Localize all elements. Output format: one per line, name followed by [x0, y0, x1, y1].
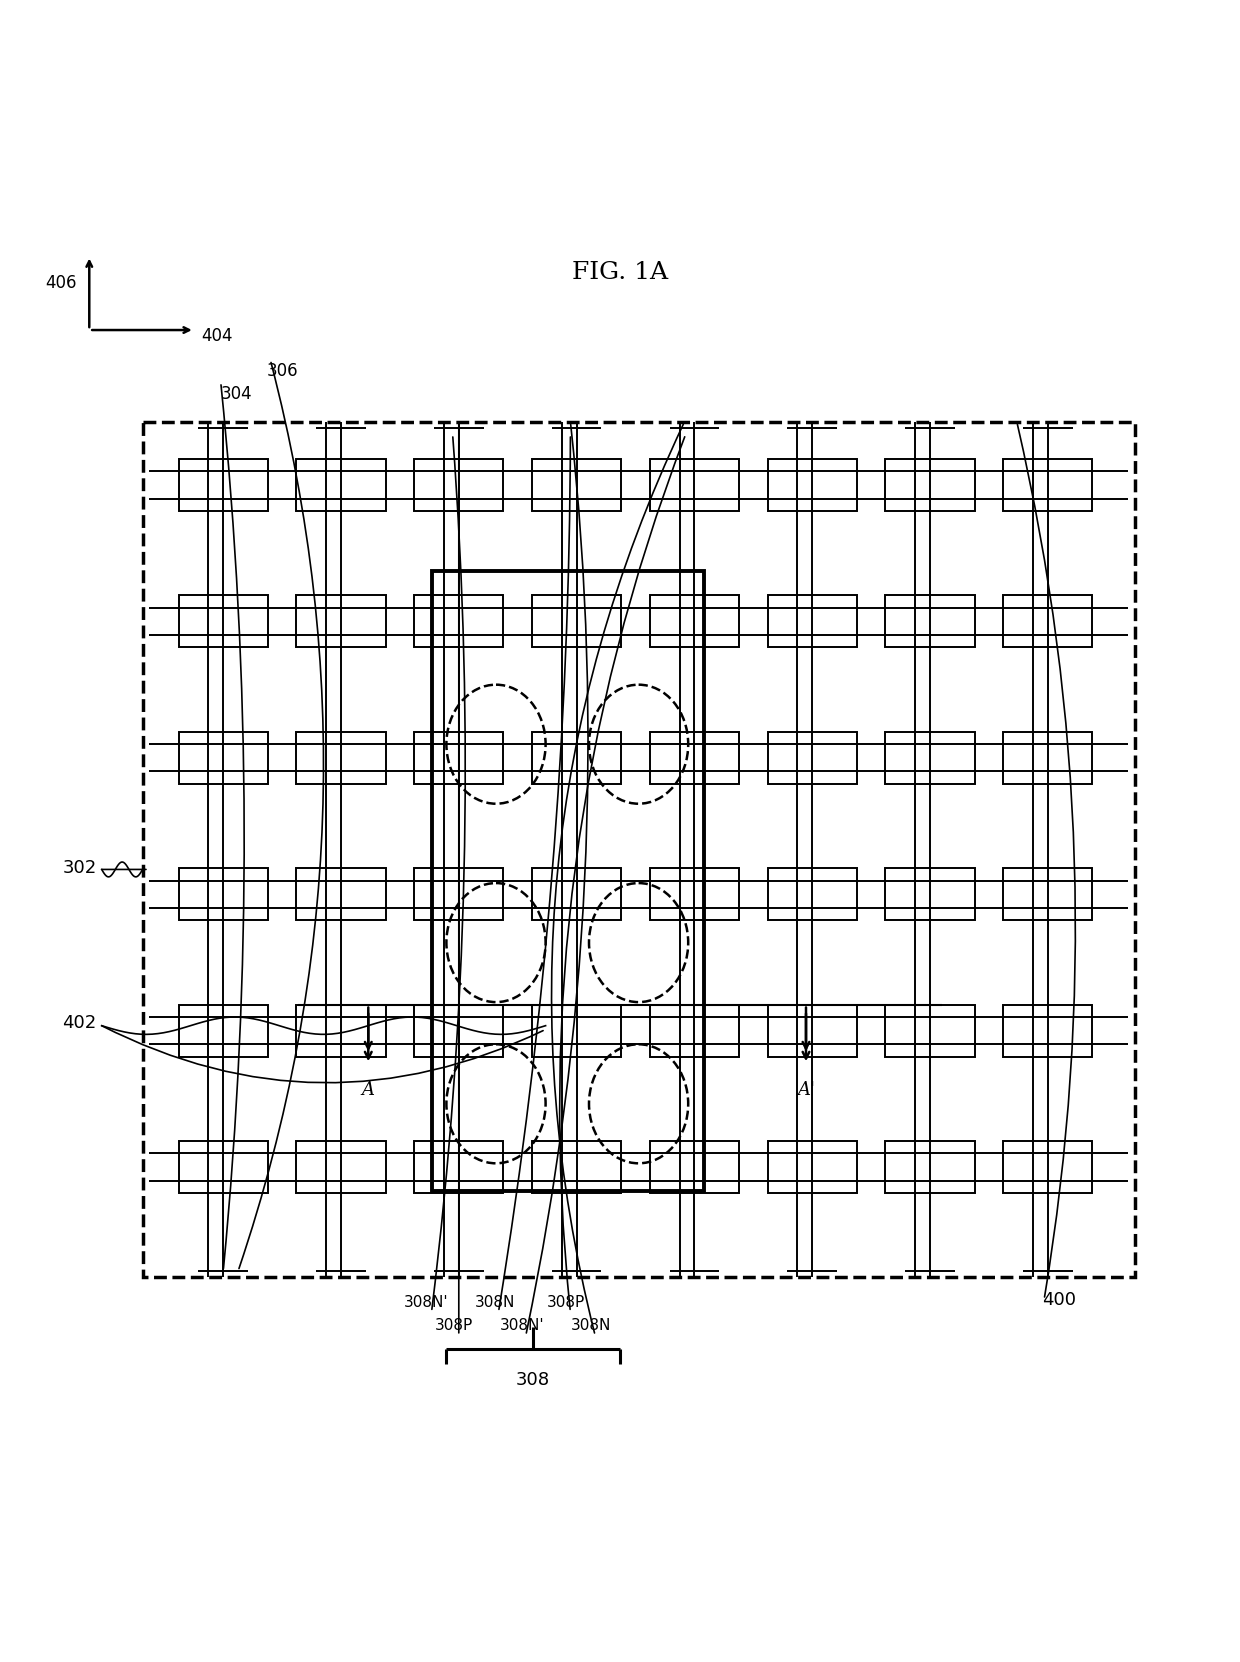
Bar	[532, 868, 621, 921]
Bar	[768, 731, 857, 784]
Bar	[296, 459, 386, 512]
Text: 308: 308	[516, 1371, 551, 1389]
Text: 302: 302	[62, 859, 97, 878]
Bar	[179, 868, 268, 921]
Bar	[768, 1142, 857, 1193]
Bar	[296, 595, 386, 648]
Bar	[650, 1004, 739, 1057]
Bar	[885, 595, 975, 648]
Bar	[414, 1004, 503, 1057]
Bar	[650, 459, 739, 512]
Bar	[768, 1004, 857, 1057]
Text: 308N: 308N	[572, 1318, 611, 1333]
Bar	[414, 459, 503, 512]
Bar	[179, 459, 268, 512]
Bar	[885, 868, 975, 921]
Text: FIG. 1A: FIG. 1A	[572, 261, 668, 284]
Text: 406: 406	[46, 274, 77, 293]
Bar	[532, 459, 621, 512]
Text: 308N': 308N'	[500, 1318, 544, 1333]
Bar	[296, 1004, 386, 1057]
Bar	[768, 595, 857, 648]
Bar	[768, 459, 857, 512]
Text: 308P: 308P	[435, 1318, 472, 1333]
Bar	[1003, 731, 1092, 784]
Bar	[414, 731, 503, 784]
Text: 304: 304	[221, 384, 253, 402]
Bar	[532, 1142, 621, 1193]
Bar	[432, 570, 704, 1190]
Bar	[768, 868, 857, 921]
Bar	[650, 1142, 739, 1193]
Bar	[532, 1004, 621, 1057]
Bar	[885, 459, 975, 512]
Bar	[650, 731, 739, 784]
Bar	[532, 595, 621, 648]
Bar	[179, 1142, 268, 1193]
Bar	[179, 595, 268, 648]
Bar	[179, 731, 268, 784]
Bar	[414, 868, 503, 921]
Bar	[179, 1004, 268, 1057]
Bar	[1003, 1142, 1092, 1193]
Bar	[1003, 595, 1092, 648]
Bar	[296, 1142, 386, 1193]
Bar	[885, 731, 975, 784]
Bar	[650, 868, 739, 921]
Bar	[143, 422, 1135, 1278]
Bar	[650, 595, 739, 648]
Text: 306: 306	[267, 362, 299, 381]
Text: 404: 404	[201, 327, 232, 346]
Bar	[414, 1142, 503, 1193]
Text: 308N: 308N	[475, 1295, 515, 1310]
Bar	[296, 731, 386, 784]
Text: 308P: 308P	[547, 1295, 584, 1310]
Bar	[1003, 868, 1092, 921]
Text: 400: 400	[1042, 1291, 1075, 1308]
Bar	[885, 1004, 975, 1057]
Text: 308N': 308N'	[404, 1295, 449, 1310]
Bar	[532, 731, 621, 784]
Bar	[885, 1142, 975, 1193]
Bar	[1003, 459, 1092, 512]
Text: 402: 402	[62, 1014, 97, 1032]
Bar	[1003, 1004, 1092, 1057]
Text: A': A'	[797, 1082, 815, 1100]
Bar	[296, 868, 386, 921]
Text: A: A	[362, 1082, 374, 1100]
Bar	[414, 595, 503, 648]
